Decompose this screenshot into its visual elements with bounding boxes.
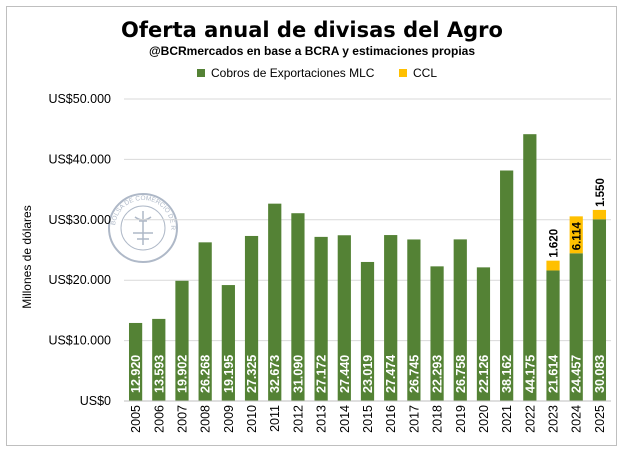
data-label-exportaciones-2009: 19.195 xyxy=(222,355,236,393)
x-tick-label: 2011 xyxy=(268,405,282,432)
bar-exportaciones-2017 xyxy=(407,239,421,401)
x-tick-label: 2022 xyxy=(523,405,537,433)
data-label-exportaciones-2006: 13.593 xyxy=(152,355,166,393)
caduceus-icon xyxy=(133,211,153,245)
bar-exportaciones-2006 xyxy=(152,318,166,401)
x-tick-label: 2018 xyxy=(431,405,445,433)
data-label-exportaciones-2014: 27.440 xyxy=(338,355,352,393)
legend: Cobros de Exportaciones MLC CCL xyxy=(197,66,437,80)
bar-exportaciones-2008 xyxy=(198,242,212,401)
data-label-ccl-2025: 1.550 xyxy=(595,178,607,207)
x-tick-label: 2008 xyxy=(199,405,213,433)
data-label-ccl-2024: 6.114 xyxy=(572,222,584,251)
x-tick-label: 2007 xyxy=(175,405,189,433)
x-tick-label: 2024 xyxy=(570,405,584,433)
legend-swatch-ccl xyxy=(399,69,407,77)
x-tick-label: 2013 xyxy=(315,405,329,433)
bar-chart: Oferta anual de divisas del Agro @BCRmer… xyxy=(7,7,611,433)
x-tick-label: 2016 xyxy=(384,405,398,433)
bar-exportaciones-2019 xyxy=(453,239,467,401)
data-labels: 12.920 13.593 19.902 26.268 19.195 27.325 32.6… xyxy=(129,178,607,393)
bars xyxy=(128,134,607,402)
data-label-exportaciones-2010: 27.325 xyxy=(245,355,259,393)
data-label-exportaciones-2018: 22.293 xyxy=(431,355,445,393)
bar-exportaciones-2009 xyxy=(221,285,235,401)
x-tick-label: 2014 xyxy=(338,405,352,433)
data-label-exportaciones-2025: 30.083 xyxy=(593,355,607,393)
data-label-exportaciones-2013: 27.172 xyxy=(315,355,329,393)
x-tick-label: 2012 xyxy=(291,405,305,433)
data-label-exportaciones-2008: 26.268 xyxy=(199,355,213,393)
x-tick-label: 2021 xyxy=(500,405,514,433)
bar-exportaciones-2014 xyxy=(337,235,351,401)
y-tick-label: US$30.000 xyxy=(48,213,111,227)
data-label-exportaciones-2022: 44.175 xyxy=(523,355,537,393)
data-label-exportaciones-2015: 23.019 xyxy=(361,355,375,393)
bar-exportaciones-2007 xyxy=(175,280,189,401)
x-tick-label: 2025 xyxy=(593,405,607,433)
data-label-exportaciones-2012: 31.090 xyxy=(291,355,305,393)
data-label-exportaciones-2005: 12.920 xyxy=(129,355,143,393)
chart-frame: Oferta anual de divisas del Agro @BCRmer… xyxy=(6,6,617,446)
y-tick-label: US$0 xyxy=(80,394,111,408)
data-label-exportaciones-2024: 24.457 xyxy=(570,355,584,393)
x-tick-label: 2009 xyxy=(222,405,236,433)
y-tick-label: US$20.000 xyxy=(48,273,111,287)
seal-outer-ring xyxy=(108,193,178,263)
y-axis-label: Millones de dólares xyxy=(20,205,34,308)
bar-exportaciones-2012 xyxy=(291,213,305,401)
data-label-exportaciones-2007: 19.902 xyxy=(175,355,189,393)
bar-exportaciones-2024 xyxy=(569,253,583,401)
x-tick-label: 2006 xyxy=(152,405,166,433)
y-axis-ticks: US$0 US$10.000 US$20.000 US$30.000 US$40.000… xyxy=(48,92,111,408)
bar-exportaciones-2020 xyxy=(476,267,491,401)
x-tick-label: 2023 xyxy=(547,405,561,433)
bar-exportaciones-2022 xyxy=(523,134,537,402)
data-label-exportaciones-2020: 22.126 xyxy=(477,355,491,393)
bar-exportaciones-2021 xyxy=(500,170,514,401)
data-label-exportaciones-2016: 27.474 xyxy=(384,355,398,393)
bar-ccl-2023 xyxy=(546,260,560,271)
legend-label-ccl: CCL xyxy=(413,66,437,80)
chart-title: Oferta anual de divisas del Agro xyxy=(121,18,503,42)
bar-exportaciones-2018 xyxy=(430,266,444,401)
bar-ccl-2024 xyxy=(569,216,583,254)
bar-exportaciones-2015 xyxy=(360,261,375,401)
legend-swatch-exportaciones xyxy=(197,69,205,77)
legend-label-exportaciones: Cobros de Exportaciones MLC xyxy=(211,66,375,80)
x-tick-label: 2005 xyxy=(129,405,143,433)
bar-exportaciones-2005 xyxy=(128,322,143,401)
x-tick-label: 2015 xyxy=(361,405,375,433)
x-axis-ticks: 2005 2006 2007 2008 2009 2010 2011 2012 2013 2014… xyxy=(129,405,607,433)
bar-exportaciones-2023 xyxy=(546,270,560,401)
data-label-ccl-2023: 1.620 xyxy=(549,229,561,258)
y-tick-label: US$50.000 xyxy=(48,92,111,106)
data-label-exportaciones-2017: 26.745 xyxy=(407,355,421,393)
chart-subtitle: @BCRmercados en base a BCRA y estimacion… xyxy=(149,44,475,58)
y-tick-label: US$10.000 xyxy=(48,334,111,348)
data-label-exportaciones-2019: 26.758 xyxy=(454,355,468,393)
bar-exportaciones-2025 xyxy=(592,219,607,401)
data-label-exportaciones-2023: 21.614 xyxy=(547,355,561,393)
y-tick-label: US$40.000 xyxy=(48,152,111,166)
x-tick-label: 2019 xyxy=(454,405,468,433)
data-label-exportaciones-2021: 38.162 xyxy=(500,355,514,393)
bar-exportaciones-2016 xyxy=(384,235,398,401)
x-tick-label: 2020 xyxy=(477,405,491,433)
bar-exportaciones-2011 xyxy=(268,203,282,401)
bar-exportaciones-2013 xyxy=(314,236,328,401)
x-tick-label: 2010 xyxy=(245,405,259,433)
bar-ccl-2025 xyxy=(592,209,607,220)
x-tick-label: 2017 xyxy=(407,405,421,433)
data-label-exportaciones-2011: 32.673 xyxy=(268,355,282,393)
bar-exportaciones-2010 xyxy=(244,235,259,401)
seal-inner-ring xyxy=(120,205,166,251)
